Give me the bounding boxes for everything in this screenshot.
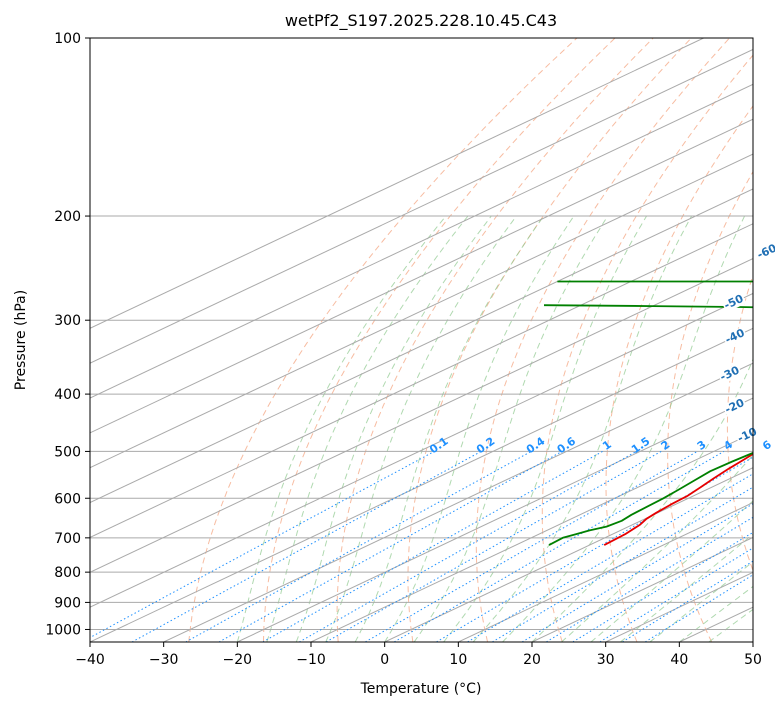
- isotherm-gridline: [90, 118, 753, 434]
- moist-adiabat: [649, 561, 753, 642]
- y-tick-label: 200: [54, 209, 81, 225]
- mixing-ratio-label: 1: [600, 438, 614, 453]
- y-tick-label: 700: [54, 531, 81, 547]
- moist-adiabat: [679, 585, 753, 642]
- y-tick-label: 600: [54, 491, 81, 507]
- mixing-ratio-line: [572, 531, 753, 642]
- isotherm-gridline: [90, 292, 753, 608]
- mixing-ratio-line: [492, 486, 753, 642]
- temperature-line: [603, 452, 753, 546]
- isotherm-label-bg: [722, 396, 748, 417]
- background-lines: [90, 38, 753, 642]
- y-axis-label: Pressure (hPa): [13, 290, 29, 390]
- x-tick-label: −30: [149, 652, 179, 668]
- mixing-ratio-line: [436, 456, 753, 642]
- dry-adiabat: [336, 38, 654, 642]
- isotherm-gridline: [90, 258, 753, 573]
- isotherm-label-bg: [734, 425, 760, 446]
- x-tick-label: 30: [597, 652, 615, 668]
- isotherm-gridline: [90, 48, 753, 364]
- y-tick-label: 900: [54, 595, 81, 611]
- moist-adiabat: [472, 215, 693, 642]
- isotherm-gridline: [90, 38, 704, 329]
- mixing-ratio-line: [185, 450, 532, 642]
- mixing-ratio-label: 6: [760, 438, 774, 453]
- mixing-ratio-line: [622, 560, 753, 642]
- y-tick-label: 100: [54, 31, 81, 47]
- dry-adiabat: [475, 38, 730, 642]
- isotherm-gridline: [310, 432, 753, 642]
- isotherm-label-bg: [721, 292, 747, 313]
- dewpoint-line: [543, 304, 753, 546]
- isotherm-gridline: [90, 223, 753, 538]
- mixing-ratio-line: [393, 450, 725, 642]
- isotherm-gridline: [458, 502, 753, 642]
- mixing-ratio-label: 3: [695, 438, 709, 453]
- dry-adiabat: [263, 38, 616, 642]
- mixing-ratio-line: [262, 450, 603, 642]
- moist-adiabat: [236, 215, 447, 642]
- dry-adiabat: [188, 38, 578, 642]
- isotherm-gridline: [531, 536, 753, 642]
- dry-adiabat: [605, 105, 753, 642]
- isotherm-gridline: [90, 153, 753, 469]
- mixing-ratio-line: [467, 473, 753, 642]
- mixing-ratio-line: [521, 503, 753, 642]
- mixing-ratio-label: 0.4: [524, 434, 548, 456]
- isotherm-label-bg: [754, 241, 775, 263]
- mixing-ratio-line: [546, 516, 753, 642]
- mixing-ratio-line: [325, 450, 662, 642]
- y-axis-ticks: 100 200 300 400 500 600 700 800 900 1000: [45, 31, 90, 638]
- moist-adiabat: [531, 357, 753, 642]
- chart-title: wetPf2_S197.2025.228.10.45.C43: [285, 11, 557, 31]
- x-tick-label: 50: [744, 652, 762, 668]
- plot-frame: [89, 37, 754, 643]
- moist-adiabat: [561, 454, 753, 642]
- x-tick-label: −40: [75, 652, 105, 668]
- isotherm-gridline: [237, 397, 753, 642]
- moist-adiabat: [354, 215, 545, 642]
- mixing-ratio-label: 0.2: [474, 435, 497, 457]
- moist-adiabat: [325, 215, 517, 642]
- y-tick-label: 500: [54, 444, 81, 460]
- x-tick-label: 10: [449, 652, 467, 668]
- mixing-ratio-label: 4: [721, 438, 735, 453]
- mixing-ratio-line: [599, 547, 753, 642]
- sounding-series: [543, 280, 753, 546]
- dry-adiabat: [667, 170, 753, 642]
- isotherm-gridline: [90, 188, 753, 504]
- x-tick-label: 0: [380, 652, 389, 668]
- x-axis-ticks: −40 −30 −20 −10 0 10 20 30 40 50: [75, 642, 762, 668]
- x-tick-label: 20: [523, 652, 541, 668]
- moist-adiabat: [590, 500, 753, 642]
- x-tick-label: −10: [296, 652, 326, 668]
- isotherm-gridline: [384, 467, 753, 642]
- moist-adiabat: [413, 215, 609, 642]
- mixing-ratio-label: 2: [659, 438, 673, 453]
- y-tick-label: 300: [54, 313, 81, 329]
- x-tick-label: 40: [670, 652, 688, 668]
- isotherm-label-bg: [722, 326, 748, 347]
- mixing-ratio-line: [90, 450, 435, 639]
- y-tick-label: 400: [54, 387, 81, 403]
- mixing-ratio-line: [218, 450, 563, 642]
- y-tick-label: 1000: [45, 622, 81, 638]
- moist-adiabat: [708, 608, 753, 642]
- isotherm-gridline: [752, 641, 753, 642]
- isotherm-gridline: [605, 571, 753, 642]
- isotherm-label-bg: [717, 363, 743, 385]
- moist-adiabat: [443, 215, 648, 642]
- moist-adiabat: [384, 215, 575, 642]
- x-axis-label: Temperature (°C): [360, 681, 482, 697]
- isotherm-gridline: [163, 362, 753, 642]
- isotherm-gridline: [90, 83, 753, 399]
- y-tick-label: 800: [54, 565, 81, 581]
- mixing-ratio-line: [365, 450, 698, 642]
- mixing-ratio-line: [644, 574, 753, 642]
- x-tick-label: −20: [223, 652, 253, 668]
- mixing-ratio-line: [131, 450, 482, 642]
